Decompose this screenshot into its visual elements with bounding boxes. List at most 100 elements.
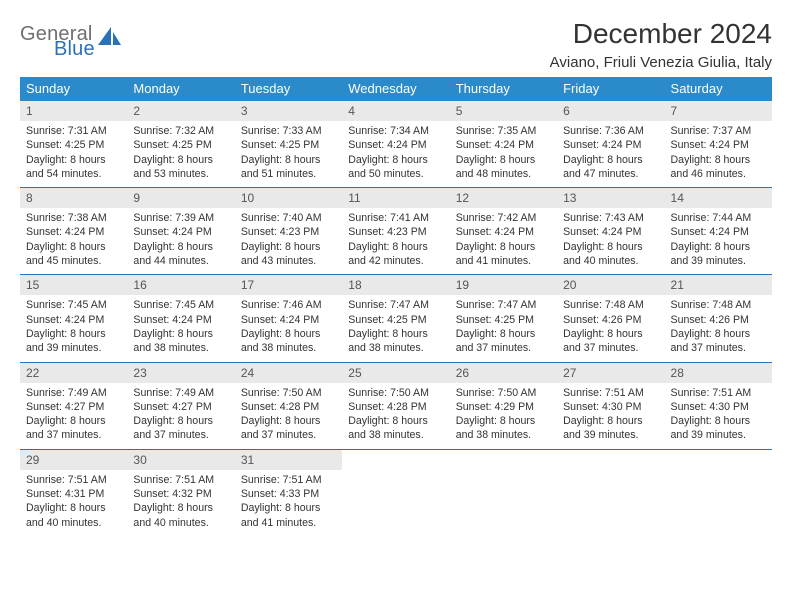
daylight-line: Daylight: 8 hours and 54 minutes. xyxy=(26,153,121,182)
day-number: 17 xyxy=(235,275,342,295)
sunset-line: Sunset: 4:24 PM xyxy=(241,313,336,327)
calendar-cell: 10Sunrise: 7:40 AMSunset: 4:23 PMDayligh… xyxy=(235,188,342,275)
daylight-line: Daylight: 8 hours and 38 minutes. xyxy=(348,327,443,356)
day-number: 9 xyxy=(127,188,234,208)
calendar-cell: 5Sunrise: 7:35 AMSunset: 4:24 PMDaylight… xyxy=(450,101,557,188)
calendar-cell: 11Sunrise: 7:41 AMSunset: 4:23 PMDayligh… xyxy=(342,188,449,275)
sunrise-line: Sunrise: 7:38 AM xyxy=(26,211,121,225)
day-details: Sunrise: 7:36 AMSunset: 4:24 PMDaylight:… xyxy=(557,121,664,187)
day-details: Sunrise: 7:32 AMSunset: 4:25 PMDaylight:… xyxy=(127,121,234,187)
sunset-line: Sunset: 4:30 PM xyxy=(563,400,658,414)
sunrise-line: Sunrise: 7:48 AM xyxy=(671,298,766,312)
day-details: Sunrise: 7:37 AMSunset: 4:24 PMDaylight:… xyxy=(665,121,772,187)
day-details: Sunrise: 7:45 AMSunset: 4:24 PMDaylight:… xyxy=(127,295,234,361)
day-number: 6 xyxy=(557,101,664,121)
calendar-row: 22Sunrise: 7:49 AMSunset: 4:27 PMDayligh… xyxy=(20,362,772,449)
calendar-cell xyxy=(665,449,772,536)
weekday-header-row: Sunday Monday Tuesday Wednesday Thursday… xyxy=(20,77,772,101)
day-number: 18 xyxy=(342,275,449,295)
calendar-cell xyxy=(557,449,664,536)
day-details: Sunrise: 7:47 AMSunset: 4:25 PMDaylight:… xyxy=(342,295,449,361)
sunrise-line: Sunrise: 7:51 AM xyxy=(671,386,766,400)
sunset-line: Sunset: 4:24 PM xyxy=(563,138,658,152)
sunrise-line: Sunrise: 7:40 AM xyxy=(241,211,336,225)
daylight-line: Daylight: 8 hours and 47 minutes. xyxy=(563,153,658,182)
sunset-line: Sunset: 4:31 PM xyxy=(26,487,121,501)
sunrise-line: Sunrise: 7:42 AM xyxy=(456,211,551,225)
sunset-line: Sunset: 4:25 PM xyxy=(26,138,121,152)
calendar-cell: 14Sunrise: 7:44 AMSunset: 4:24 PMDayligh… xyxy=(665,188,772,275)
day-number: 14 xyxy=(665,188,772,208)
calendar-cell: 19Sunrise: 7:47 AMSunset: 4:25 PMDayligh… xyxy=(450,275,557,362)
sunset-line: Sunset: 4:27 PM xyxy=(133,400,228,414)
logo-text: General Blue xyxy=(20,24,95,59)
day-details: Sunrise: 7:50 AMSunset: 4:28 PMDaylight:… xyxy=(342,383,449,449)
page-title: December 2024 xyxy=(550,18,772,50)
sunset-line: Sunset: 4:24 PM xyxy=(133,313,228,327)
calendar-cell: 25Sunrise: 7:50 AMSunset: 4:28 PMDayligh… xyxy=(342,362,449,449)
sunrise-line: Sunrise: 7:51 AM xyxy=(26,473,121,487)
title-block: December 2024 Aviano, Friuli Venezia Giu… xyxy=(550,18,772,71)
day-number: 22 xyxy=(20,363,127,383)
calendar-cell xyxy=(450,449,557,536)
daylight-line: Daylight: 8 hours and 37 minutes. xyxy=(133,414,228,443)
weekday-header: Friday xyxy=(557,77,664,101)
logo-sail-icon xyxy=(98,27,122,52)
calendar-cell: 7Sunrise: 7:37 AMSunset: 4:24 PMDaylight… xyxy=(665,101,772,188)
calendar-cell: 24Sunrise: 7:50 AMSunset: 4:28 PMDayligh… xyxy=(235,362,342,449)
calendar-cell: 30Sunrise: 7:51 AMSunset: 4:32 PMDayligh… xyxy=(127,449,234,536)
day-details: Sunrise: 7:49 AMSunset: 4:27 PMDaylight:… xyxy=(20,383,127,449)
sunrise-line: Sunrise: 7:49 AM xyxy=(133,386,228,400)
daylight-line: Daylight: 8 hours and 38 minutes. xyxy=(133,327,228,356)
day-number: 2 xyxy=(127,101,234,121)
day-number: 5 xyxy=(450,101,557,121)
daylight-line: Daylight: 8 hours and 44 minutes. xyxy=(133,240,228,269)
day-number: 19 xyxy=(450,275,557,295)
sunset-line: Sunset: 4:33 PM xyxy=(241,487,336,501)
day-details: Sunrise: 7:44 AMSunset: 4:24 PMDaylight:… xyxy=(665,208,772,274)
calendar-row: 29Sunrise: 7:51 AMSunset: 4:31 PMDayligh… xyxy=(20,449,772,536)
day-details: Sunrise: 7:48 AMSunset: 4:26 PMDaylight:… xyxy=(665,295,772,361)
sunset-line: Sunset: 4:24 PM xyxy=(26,225,121,239)
sunrise-line: Sunrise: 7:51 AM xyxy=(241,473,336,487)
day-number: 15 xyxy=(20,275,127,295)
calendar-row: 8Sunrise: 7:38 AMSunset: 4:24 PMDaylight… xyxy=(20,188,772,275)
daylight-line: Daylight: 8 hours and 42 minutes. xyxy=(348,240,443,269)
daylight-line: Daylight: 8 hours and 40 minutes. xyxy=(26,501,121,530)
day-details: Sunrise: 7:49 AMSunset: 4:27 PMDaylight:… xyxy=(127,383,234,449)
calendar-cell: 27Sunrise: 7:51 AMSunset: 4:30 PMDayligh… xyxy=(557,362,664,449)
calendar-cell: 26Sunrise: 7:50 AMSunset: 4:29 PMDayligh… xyxy=(450,362,557,449)
sunset-line: Sunset: 4:25 PM xyxy=(348,313,443,327)
weekday-header: Tuesday xyxy=(235,77,342,101)
daylight-line: Daylight: 8 hours and 38 minutes. xyxy=(348,414,443,443)
daylight-line: Daylight: 8 hours and 51 minutes. xyxy=(241,153,336,182)
sunrise-line: Sunrise: 7:31 AM xyxy=(26,124,121,138)
daylight-line: Daylight: 8 hours and 39 minutes. xyxy=(563,414,658,443)
weekday-header: Saturday xyxy=(665,77,772,101)
sunset-line: Sunset: 4:24 PM xyxy=(456,225,551,239)
day-details: Sunrise: 7:39 AMSunset: 4:24 PMDaylight:… xyxy=(127,208,234,274)
calendar-cell: 9Sunrise: 7:39 AMSunset: 4:24 PMDaylight… xyxy=(127,188,234,275)
sunset-line: Sunset: 4:24 PM xyxy=(671,138,766,152)
daylight-line: Daylight: 8 hours and 37 minutes. xyxy=(671,327,766,356)
sunset-line: Sunset: 4:23 PM xyxy=(348,225,443,239)
day-details: Sunrise: 7:51 AMSunset: 4:30 PMDaylight:… xyxy=(557,383,664,449)
sunrise-line: Sunrise: 7:35 AM xyxy=(456,124,551,138)
logo: General Blue xyxy=(20,24,122,59)
day-number: 30 xyxy=(127,450,234,470)
sunset-line: Sunset: 4:26 PM xyxy=(563,313,658,327)
calendar-cell: 28Sunrise: 7:51 AMSunset: 4:30 PMDayligh… xyxy=(665,362,772,449)
weekday-header: Thursday xyxy=(450,77,557,101)
sunrise-line: Sunrise: 7:39 AM xyxy=(133,211,228,225)
sunrise-line: Sunrise: 7:37 AM xyxy=(671,124,766,138)
calendar-cell: 20Sunrise: 7:48 AMSunset: 4:26 PMDayligh… xyxy=(557,275,664,362)
calendar-cell: 18Sunrise: 7:47 AMSunset: 4:25 PMDayligh… xyxy=(342,275,449,362)
sunset-line: Sunset: 4:28 PM xyxy=(241,400,336,414)
sunrise-line: Sunrise: 7:41 AM xyxy=(348,211,443,225)
day-details: Sunrise: 7:51 AMSunset: 4:30 PMDaylight:… xyxy=(665,383,772,449)
day-number: 10 xyxy=(235,188,342,208)
sunset-line: Sunset: 4:26 PM xyxy=(671,313,766,327)
day-number: 3 xyxy=(235,101,342,121)
sunset-line: Sunset: 4:29 PM xyxy=(456,400,551,414)
sunset-line: Sunset: 4:28 PM xyxy=(348,400,443,414)
